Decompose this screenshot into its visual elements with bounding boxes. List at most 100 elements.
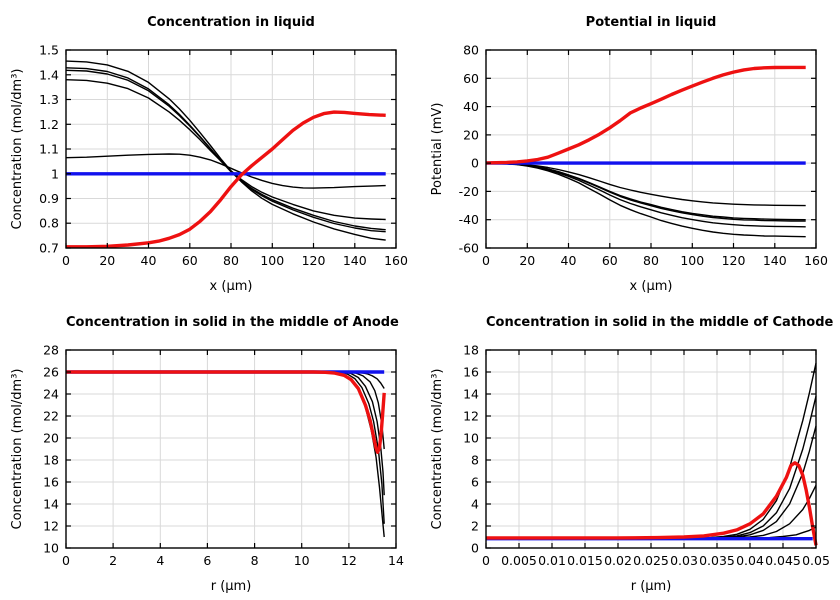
- x-tick-label: 6: [203, 553, 211, 568]
- x-tick-label: 0.02: [604, 553, 632, 568]
- y-tick-label: 40: [463, 99, 479, 114]
- series-line-final: [486, 461, 818, 546]
- y-tick-label: 1: [51, 166, 59, 181]
- y-axis-title: Concentration (mol/dm³): [10, 69, 25, 230]
- y-tick-label: 4: [471, 497, 479, 512]
- y-tick-label: 80: [463, 43, 479, 58]
- y-tick-label: 16: [43, 475, 59, 490]
- x-tick-label: 2: [109, 553, 117, 568]
- y-tick-label: 6: [471, 475, 479, 490]
- x-axis-title: r (µm): [631, 579, 672, 594]
- chart-title-potential-liquid: Potential in liquid: [585, 15, 717, 30]
- x-tick-label: 0.035: [699, 553, 735, 568]
- y-tick-label: 10: [463, 431, 479, 446]
- x-tick-label: 0.04: [736, 553, 764, 568]
- chart-cell-potential-liquid: Potential in liquid 0 20 40 60 80 100 120 140 16…: [420, 0, 840, 300]
- series-line-intermediate-5: [485, 162, 806, 238]
- y-tick-label: 0.7: [39, 241, 59, 256]
- x-tick-label: 0.01: [538, 553, 566, 568]
- y-tick-label: 1.3: [39, 92, 59, 107]
- y-tick-label: 18: [43, 453, 59, 468]
- series-line-intermediate-5: [65, 60, 386, 241]
- x-tick-label: 14: [388, 553, 404, 568]
- y-tick-label: 60: [463, 71, 479, 86]
- x-tick-label: 0: [62, 253, 70, 268]
- series-line-intermediate-4: [65, 67, 386, 233]
- y-axis-title: Potential (mV): [430, 103, 445, 196]
- x-tick-label: 0: [482, 253, 490, 268]
- x-tick-label: 80: [223, 253, 239, 268]
- y-tick-label: 12: [463, 409, 479, 424]
- series-line-intermediate-2: [66, 371, 385, 450]
- series-line-intermediate-3: [66, 371, 385, 496]
- chart-title-concentration-liquid: Concentration in liquid: [147, 15, 315, 30]
- chart-cell-solid-anode: Concentration in solid in the middle of …: [0, 300, 420, 600]
- y-tick-label: -40: [459, 212, 479, 227]
- x-tick-label: 0: [482, 553, 490, 568]
- series-line-intermediate-4: [485, 162, 806, 228]
- y-tick-label: 16: [463, 365, 479, 380]
- x-tick-label: 0.05: [802, 553, 830, 568]
- x-tick-label: 40: [141, 253, 157, 268]
- y-tick-label: 10: [43, 541, 59, 556]
- x-tick-label: 160: [804, 253, 828, 268]
- chart-concentration-solid-cathode: 0 0.005 0.01 0.015 0.02 0.025 0.03 0.035 0.04 0.0…: [430, 343, 830, 595]
- x-tick-label: 4: [156, 553, 164, 568]
- series-line-intermediate-3: [65, 69, 386, 231]
- y-tick-label: 0.8: [39, 216, 59, 231]
- y-tick-label: -60: [459, 241, 479, 256]
- x-axis-title: r (µm): [211, 579, 252, 594]
- x-tick-label: 0: [62, 553, 70, 568]
- x-tick-label: 160: [384, 253, 408, 268]
- y-tick-label: 1.5: [39, 43, 59, 58]
- series-line-intermediate-1: [65, 153, 386, 189]
- y-tick-label: 26: [43, 365, 59, 380]
- chart-title-solid-anode: Concentration in solid in the middle of …: [66, 315, 399, 330]
- series-line-intermediate-3: [485, 162, 806, 222]
- x-tick-label: 20: [519, 253, 535, 268]
- y-axis-title: Concentration (mol/dm³): [10, 369, 25, 530]
- x-tick-label: 12: [341, 553, 357, 568]
- y-tick-label: 20: [463, 127, 479, 142]
- y-tick-label: 8: [471, 453, 479, 468]
- chart-potential-liquid: 0 20 40 60 80 100 120 140 160 -60 -40 -20 0 20 40 60 80 x…: [430, 43, 828, 295]
- x-tick-label: 8: [251, 553, 259, 568]
- y-tick-label: 28: [43, 343, 59, 358]
- x-tick-label: 100: [260, 253, 284, 268]
- x-tick-label: 120: [722, 253, 746, 268]
- x-tick-label: 0.015: [567, 553, 603, 568]
- chart-cell-concentration-liquid: Concentration in liquid 0 20 40 60 80 100 120 1…: [0, 0, 420, 300]
- series-line-intermediate-5: [66, 371, 385, 538]
- x-tick-label: 0.025: [633, 553, 669, 568]
- y-tick-label: 0.9: [39, 191, 59, 206]
- x-tick-label: 10: [294, 553, 310, 568]
- y-tick-label: 1.4: [39, 67, 59, 82]
- y-tick-label: -20: [459, 184, 479, 199]
- y-tick-label: 14: [43, 497, 59, 512]
- y-tick-label: 0: [471, 541, 479, 556]
- series-line-final: [485, 65, 806, 165]
- y-tick-label: 20: [43, 431, 59, 446]
- x-tick-label: 140: [343, 253, 367, 268]
- series-line-intermediate-4: [66, 371, 385, 524]
- y-tick-label: 2: [471, 519, 479, 534]
- y-tick-label: 22: [43, 409, 59, 424]
- y-axis-title: Concentration (mol/dm³): [430, 369, 445, 530]
- x-axis-title: x (µm): [630, 279, 673, 294]
- x-tick-label: 100: [680, 253, 704, 268]
- series-line-final: [66, 370, 386, 455]
- x-tick-label: 60: [182, 253, 198, 268]
- y-tick-label: 1.1: [39, 142, 59, 157]
- x-tick-label: 80: [643, 253, 659, 268]
- x-tick-label: 0.03: [670, 553, 698, 568]
- y-tick-label: 1.2: [39, 117, 59, 132]
- chart-cell-solid-cathode: Concentration in solid in the middle of …: [420, 300, 840, 600]
- chart-concentration-liquid: 0 20 40 60 80 100 120 140 160 0.7 0.8 0.9 1 1.1 1.2 1.3…: [10, 43, 408, 295]
- y-tick-label: 24: [43, 387, 59, 402]
- y-tick-label: 18: [463, 343, 479, 358]
- x-tick-label: 120: [302, 253, 326, 268]
- series-line-intermediate-1: [485, 162, 806, 207]
- y-tick-label: 14: [463, 387, 479, 402]
- axis-frame: [65, 349, 397, 549]
